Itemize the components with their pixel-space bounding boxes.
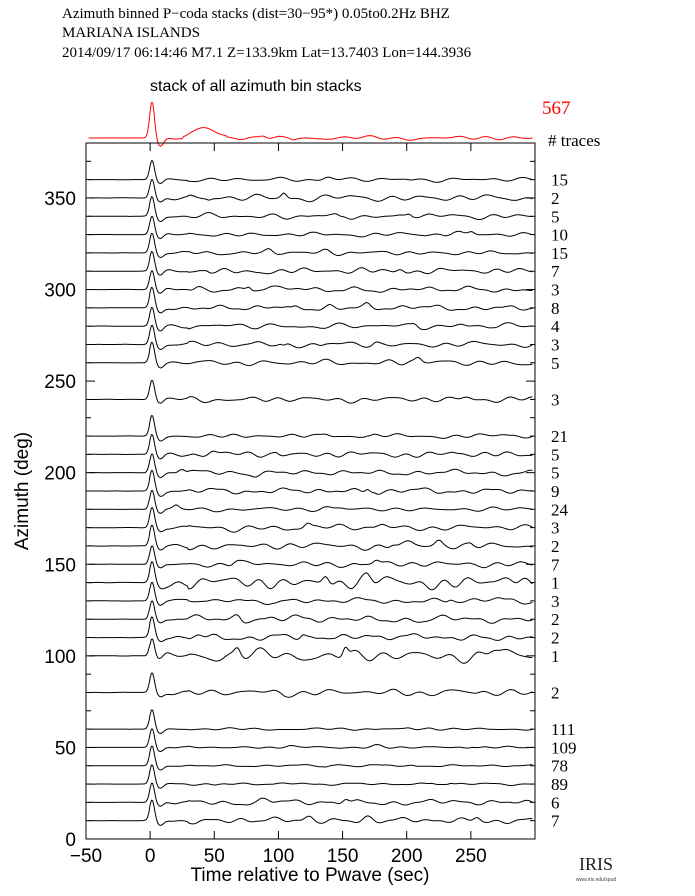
- trace-az-20: [88, 782, 533, 807]
- trace-count-label: 4: [551, 317, 560, 336]
- trace-az-210: [88, 434, 533, 460]
- trace-count-label: 1: [551, 574, 560, 593]
- trace-az-310: [88, 250, 533, 276]
- y-tick-label: 100: [44, 647, 76, 668]
- stack-label: stack of all azimuth bin stacks: [150, 78, 362, 95]
- y-tick-label: 350: [44, 189, 76, 210]
- trace-count-label: 3: [551, 281, 560, 300]
- trace-count-label: 5: [551, 464, 560, 483]
- trace-count-label: 5: [551, 354, 560, 373]
- trace-az-40: [88, 745, 533, 771]
- trace-count-label: 89: [551, 775, 568, 794]
- y-tick-label: 150: [44, 555, 76, 576]
- title-line-2: MARIANA ISLANDS: [62, 25, 200, 41]
- trace-count-label: 2: [551, 610, 560, 629]
- iris-logo-url: www.iris.edu/spud: [576, 877, 617, 883]
- trace-az-340: [88, 196, 533, 223]
- trace-count-label: 7: [551, 555, 560, 574]
- x-tick-label: −50: [70, 846, 102, 867]
- title-line-1: Azimuth binned P−coda stacks (dist=30−95…: [62, 6, 450, 22]
- trace-count-labels: 1525101573843532155924327132212111109788…: [551, 171, 577, 831]
- trace-az-50: [88, 728, 533, 753]
- x-tick-label: 250: [455, 846, 487, 867]
- trace-az-150: [88, 545, 533, 569]
- trace-az-80: [88, 672, 533, 698]
- iris-logo: IRIS www.iris.edu/spud: [576, 854, 617, 883]
- trace-count-label: 5: [551, 445, 560, 464]
- trace-count-label: 109: [551, 738, 577, 757]
- trace-count-label: 78: [551, 757, 568, 776]
- x-tick-label: 0: [145, 846, 156, 867]
- y-tick-label: 300: [44, 281, 76, 302]
- traces-header: # traces: [548, 131, 600, 150]
- trace-count-label: 3: [551, 390, 560, 409]
- trace-az-10: [88, 799, 533, 826]
- y-tick-label: 250: [44, 372, 76, 393]
- trace-count-label: 1: [551, 647, 560, 666]
- trace-az-240: [88, 380, 533, 404]
- trace-az-200: [88, 453, 533, 479]
- trace-count-label: 3: [551, 592, 560, 611]
- trace-az-140: [88, 561, 533, 591]
- trace-count-label: 6: [551, 793, 560, 812]
- trace-az-280: [88, 307, 533, 332]
- trace-az-130: [88, 582, 533, 606]
- trace-az-220: [88, 415, 533, 442]
- trace-count-label: 9: [551, 482, 560, 501]
- x-tick-label: 150: [327, 846, 359, 867]
- trace-count-label: 7: [551, 812, 560, 831]
- trace-az-120: [88, 600, 533, 624]
- trace-az-110: [88, 616, 533, 643]
- trace-az-60: [88, 709, 533, 735]
- title-line-3: 2014/09/17 06:14:46 M7.1 Z=133.9km Lat=1…: [62, 45, 472, 61]
- y-tick-label: 0: [65, 830, 76, 851]
- trace-count-label: 7: [551, 262, 560, 281]
- trace-count-label: 15: [551, 244, 568, 263]
- trace-az-260: [88, 341, 533, 369]
- trace-count-label: 8: [551, 299, 560, 318]
- trace-az-350: [88, 179, 533, 203]
- plot-frame: [85, 142, 536, 840]
- trace-az-300: [88, 270, 533, 294]
- trace-count-label: 3: [551, 335, 560, 354]
- trace-count-label: 15: [551, 171, 568, 190]
- trace-az-190: [88, 470, 533, 497]
- trace-count-label: 3: [551, 519, 560, 538]
- overall-stack-trace: [88, 101, 533, 147]
- iris-logo-text: IRIS: [579, 854, 613, 874]
- trace-az-180: [88, 490, 533, 514]
- trace-az-330: [88, 216, 533, 240]
- trace-az-30: [88, 764, 533, 789]
- stack-count: 567: [542, 98, 571, 119]
- trace-az-100: [88, 638, 533, 664]
- trace-count-label: 111: [551, 720, 575, 739]
- trace-az-270: [88, 324, 533, 351]
- x-tick-label: 50: [204, 846, 225, 867]
- y-tick-label: 50: [55, 738, 76, 759]
- trace-count-label: 2: [551, 189, 560, 208]
- trace-count-label: 5: [551, 207, 560, 226]
- trace-count-label: 21: [551, 427, 568, 446]
- trace-count-label: 2: [551, 629, 560, 648]
- x-tick-label: 200: [391, 846, 423, 867]
- x-axis-label: Time relative to Pwave (sec): [191, 865, 430, 886]
- trace-group: [88, 160, 533, 826]
- trace-az-170: [88, 507, 533, 533]
- trace-count-label: 2: [551, 537, 560, 556]
- trace-count-label: 10: [551, 226, 568, 245]
- trace-az-290: [88, 286, 533, 314]
- y-axis-label: Azimuth (deg): [12, 432, 33, 550]
- x-tick-label: 100: [263, 846, 295, 867]
- y-tick-label: 200: [44, 464, 76, 485]
- trace-az-160: [88, 524, 533, 551]
- trace-count-label: 2: [551, 683, 560, 702]
- trace-count-label: 24: [551, 500, 569, 519]
- trace-az-320: [88, 232, 533, 259]
- trace-az-360: [88, 160, 533, 185]
